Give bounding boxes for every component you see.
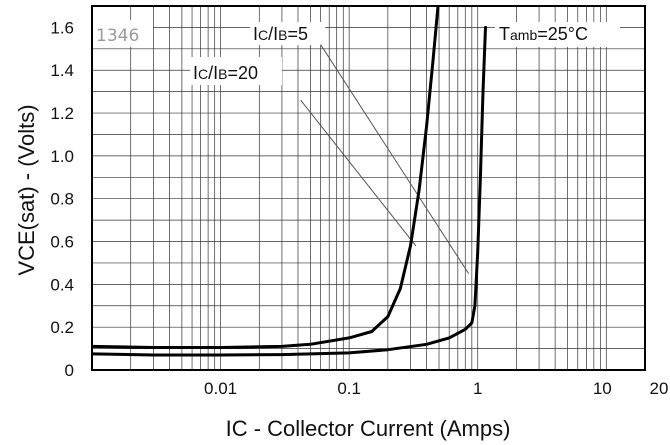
series-line-ic-ib-5 (92, 6, 440, 349)
y-tick-label: 0 (65, 361, 74, 380)
y-tick-label: 0.4 (50, 275, 74, 294)
y-tick-label: 0.8 (50, 190, 74, 209)
x-tick-label: 0.1 (337, 379, 361, 398)
leader-line (300, 99, 417, 247)
x-tick-label: 10 (593, 379, 612, 398)
y-tick-label: 1.6 (50, 18, 74, 37)
y-tick-label: 1.4 (50, 61, 74, 80)
part-code: 1346 (96, 26, 139, 46)
curves (92, 6, 487, 357)
y-tick-labels: 0 0.2 0.4 0.6 0.8 1.0 1.2 1.4 1.6 (50, 18, 74, 380)
series-label-ic-ib-20: IC/IB=20 (193, 63, 258, 83)
y-axis-title: VCE(sat) - (Volts) (14, 104, 39, 275)
leader-lines (300, 44, 470, 274)
x-tick-label: 0.01 (204, 379, 237, 398)
y-tick-label: 0.6 (50, 233, 74, 252)
y-tick-label: 1.0 (50, 147, 74, 166)
grid-lines (92, 6, 645, 370)
part-code-backdrop (93, 20, 153, 47)
plot-frame (91, 5, 646, 371)
series-label-backdrop (250, 22, 325, 45)
x-tick-labels: 0.01 0.1 1 10 20 (204, 379, 668, 398)
y-tick-label: 0.2 (50, 318, 74, 337)
series-line-ic-ib-20 (92, 25, 487, 357)
leader-line (320, 44, 470, 274)
x-axis-title: IC - Collector Current (Amps) (226, 416, 511, 441)
x-tick-label: 1 (473, 379, 482, 398)
y-tick-label: 1.2 (50, 104, 74, 123)
series-label-ic-ib-5: IC/IB=5 (253, 24, 308, 44)
series-label-backdrop (190, 57, 282, 85)
temperature-label: Tamb=25°C (499, 24, 588, 44)
temperature-label-backdrop (495, 22, 620, 47)
x-tick-label: 20 (650, 379, 669, 398)
